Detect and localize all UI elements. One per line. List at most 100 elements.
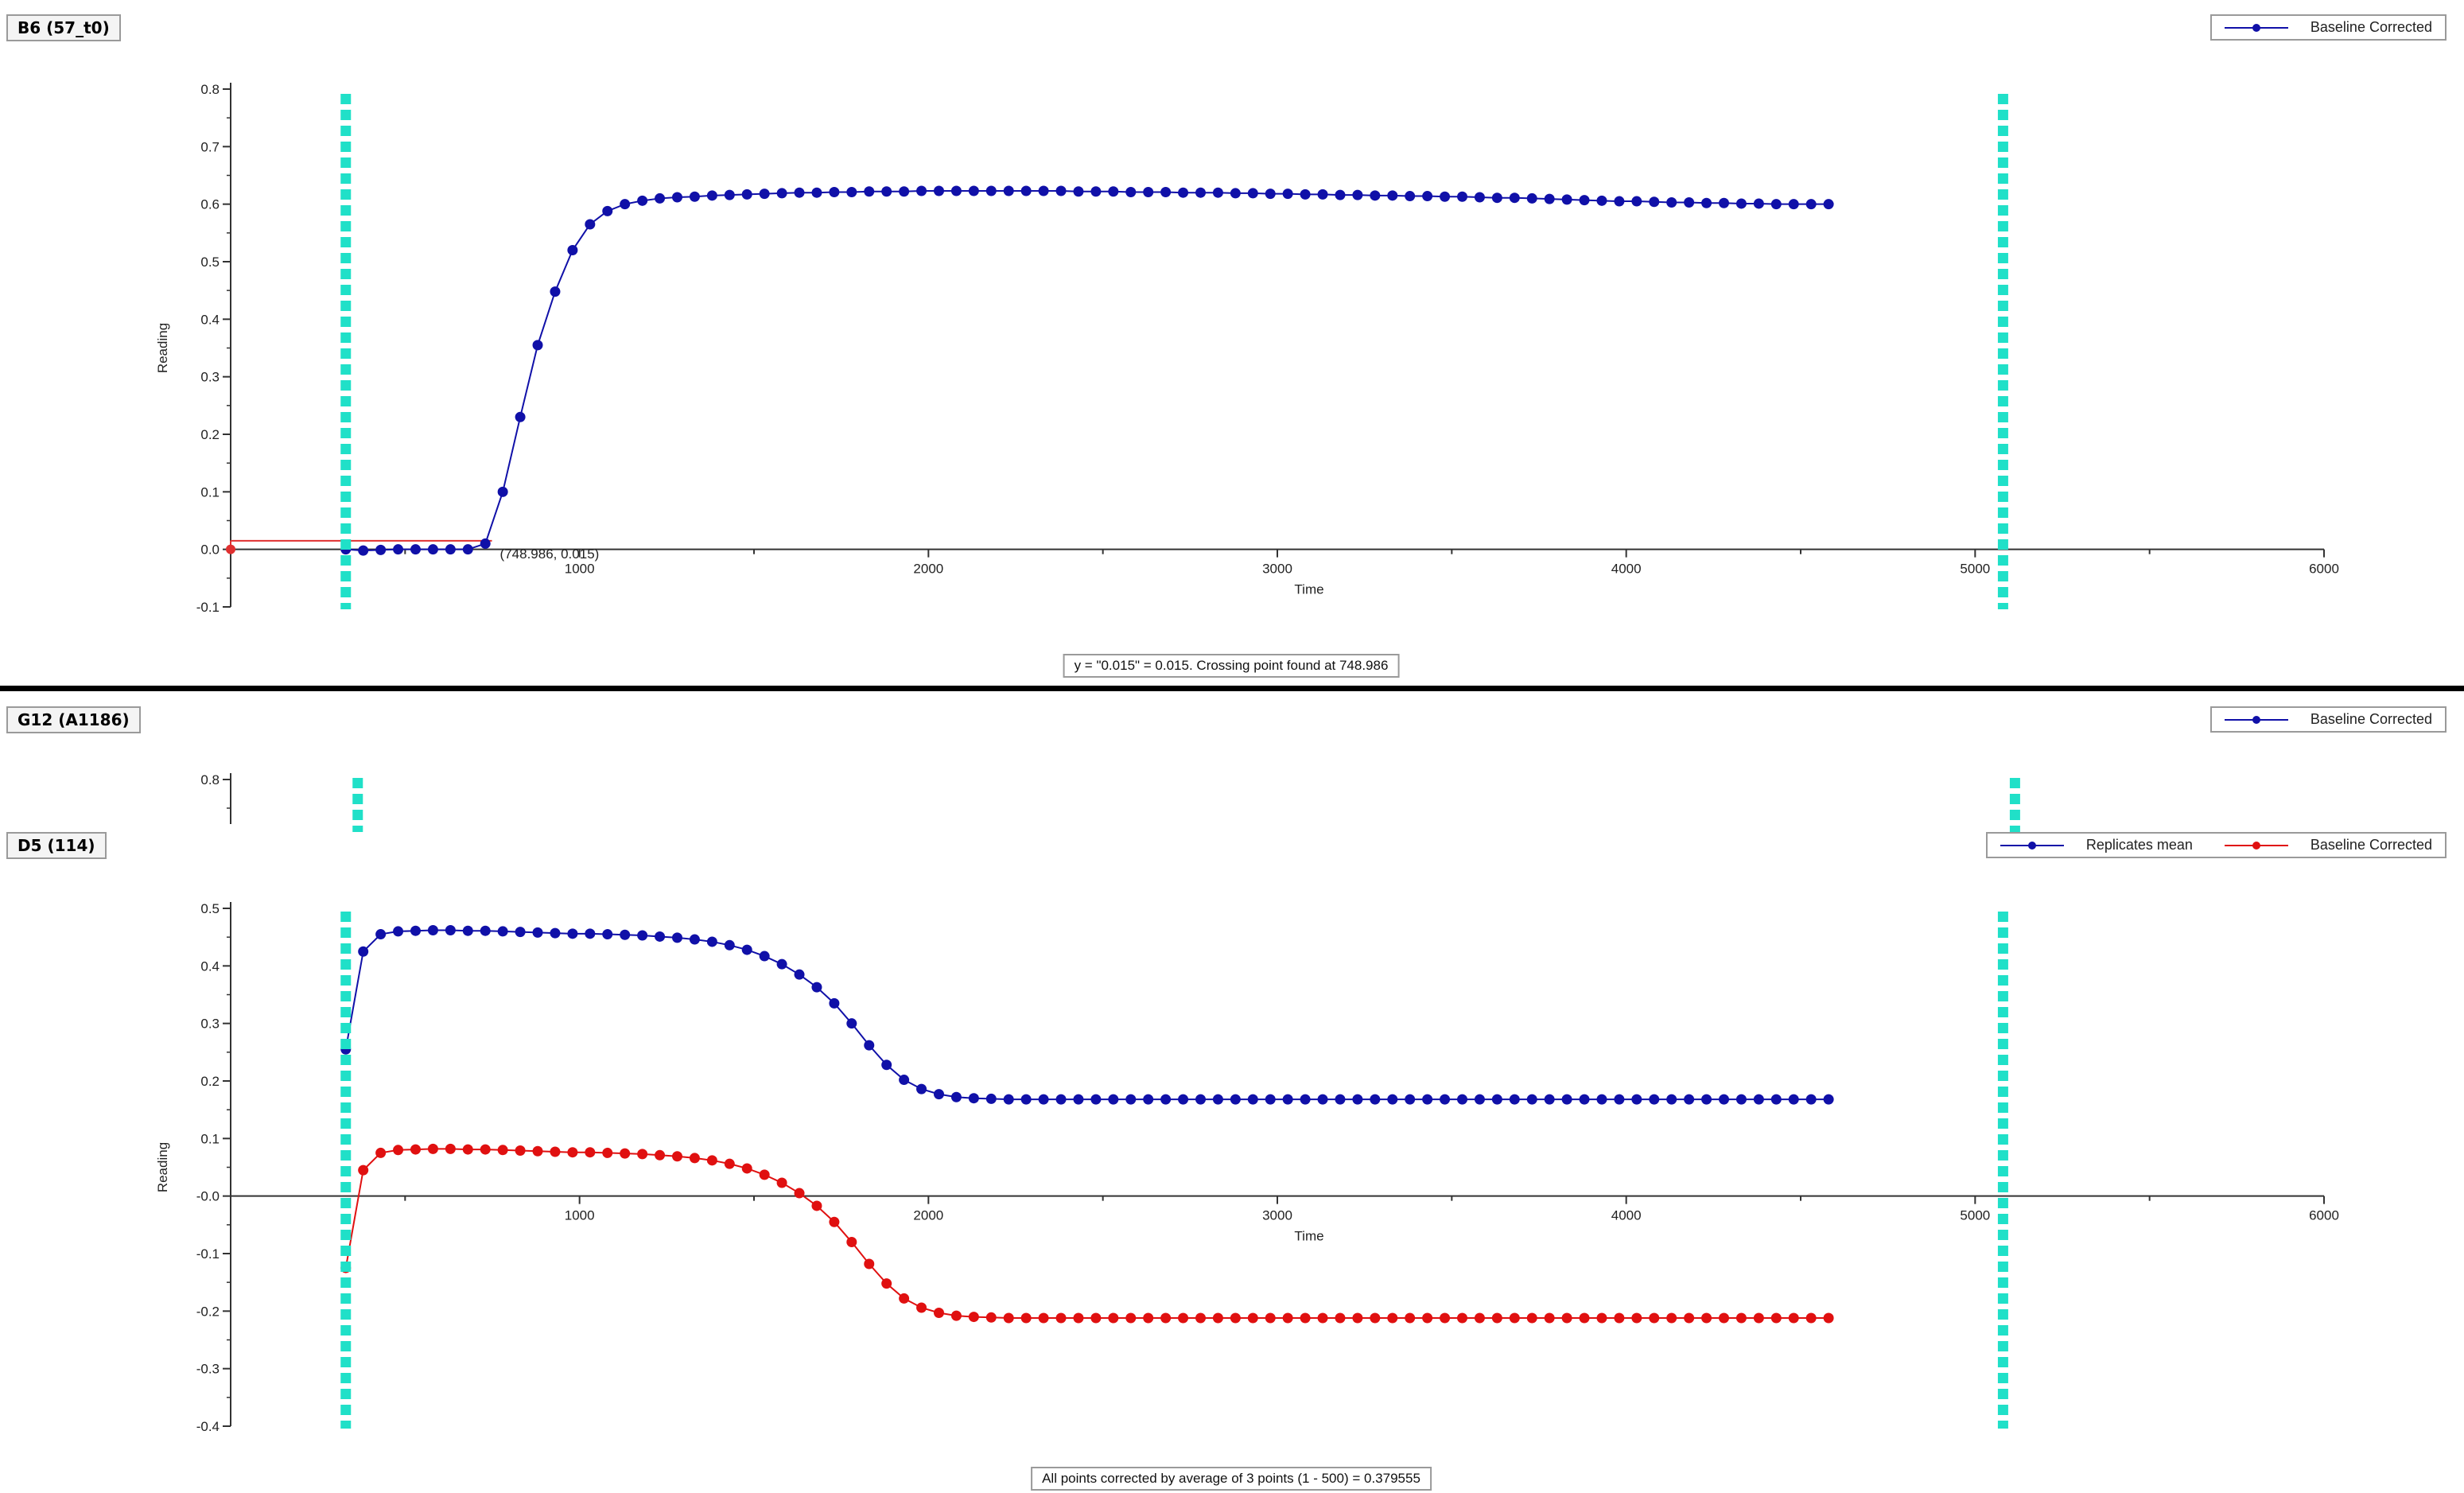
data-point [375,1147,387,1158]
data-point [1456,1312,1467,1324]
data-point [1805,1312,1817,1324]
data-point [1300,1094,1311,1105]
data-point [462,1144,473,1155]
data-point [445,544,456,555]
data-point [933,1308,944,1319]
data-point [1770,1312,1782,1324]
data-point [706,190,717,201]
data-point [846,186,857,197]
data-point [1666,1312,1677,1324]
data-point [671,1151,682,1162]
legend-label: Replicates mean [2085,837,2193,853]
data-point [829,997,840,1009]
data-point [1160,1094,1172,1105]
x-tick-label: 3000 [1262,562,1292,577]
data-point [881,1059,892,1071]
data-point [1055,1094,1067,1105]
data-point [1544,193,1555,204]
data-point [375,544,387,555]
data-point [1579,1312,1590,1324]
data-point [497,1145,508,1156]
data-point [1090,1312,1102,1324]
data-point [1474,1312,1485,1324]
threshold-point [226,544,235,554]
data-point [1684,1094,1695,1105]
data-point [1108,1312,1119,1324]
data-point [1788,1094,1799,1105]
data-point [1108,1094,1119,1105]
data-point [1335,1312,1346,1324]
y-tick-label: -0.1 [196,1246,220,1262]
y-tick-label: -0.4 [196,1419,220,1434]
data-point [1003,1094,1014,1105]
data-point [1195,1312,1206,1324]
plot-title: B6 (57_t0) [6,14,121,41]
data-point [567,245,578,256]
chart-legend: Replicates mean Baseline Corrected [1985,832,2447,858]
x-axis-label: Time [1294,1229,1323,1244]
data-point [950,1091,962,1102]
data-point [393,1145,404,1156]
data-point [741,944,752,955]
data-point [899,1075,910,1086]
data-point [1579,1094,1590,1105]
data-point [759,1169,770,1180]
data-point [1038,1094,1049,1105]
data-point [427,924,438,935]
x-tick-label: 4000 [1611,562,1642,577]
data-point [1003,1312,1014,1324]
data-point [794,1188,805,1199]
y-tick-label: -0.2 [196,1304,220,1319]
data-point [794,969,805,980]
data-point [968,1312,979,1323]
data-point [671,932,682,943]
y-tick-label: -0.0 [196,1189,220,1204]
data-point [1405,1312,1416,1324]
data-point [1020,1094,1032,1105]
series-line [344,1148,1829,1320]
data-point [550,1146,561,1157]
data-point [480,925,491,936]
data-point [1509,192,1520,204]
data-point [358,1164,369,1176]
data-point [1753,1312,1764,1324]
data-point [864,1040,875,1051]
legend-label: Baseline Corrected [2310,19,2432,35]
chart-legend: Baseline Corrected [2209,706,2447,733]
y-tick-label: 0.3 [200,1017,220,1032]
data-point [515,1145,526,1157]
data-point [864,186,875,197]
data-point [1631,1312,1642,1324]
data-point [585,1147,596,1158]
status-message: y = "0.015" = 0.015. Crossing point foun… [1063,654,1400,678]
data-point [1735,1312,1747,1324]
data-point [1247,1094,1258,1105]
data-point [1020,185,1032,196]
data-point [637,195,648,206]
data-point [1073,186,1084,197]
data-point [1073,1312,1084,1324]
data-point [776,188,787,199]
data-point [1230,1312,1241,1324]
data-point [1614,1094,1625,1105]
data-point [1649,196,1660,208]
data-point [671,192,682,203]
data-point [1823,199,1834,210]
x-tick-label: 6000 [2309,1208,2339,1223]
data-point [1090,186,1102,197]
data-point [1055,1312,1067,1324]
data-point [1509,1312,1520,1324]
data-point [1753,1094,1764,1105]
data-point [1649,1312,1660,1324]
data-point [1178,1312,1189,1324]
data-point [1195,187,1206,198]
x-tick-label: 5000 [1960,562,1990,577]
y-axis-label: Reading [155,1142,170,1192]
data-point [1143,1094,1154,1105]
data-point [1788,1312,1799,1324]
data-point [829,186,840,197]
data-point [1666,1094,1677,1105]
data-point [776,1177,787,1188]
data-point [1352,1312,1363,1324]
data-point [1230,188,1241,199]
